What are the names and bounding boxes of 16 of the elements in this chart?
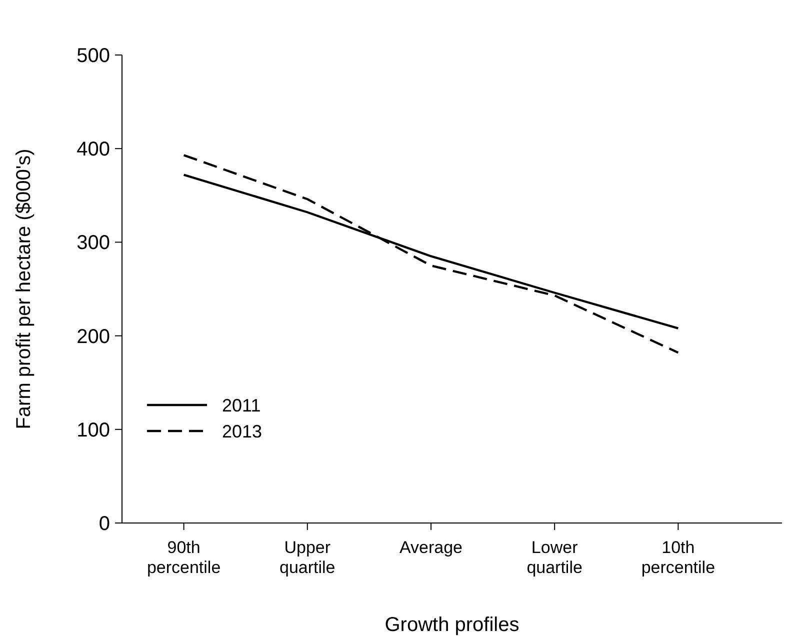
line-series (182, 154, 680, 354)
y-tick-label: 200 (76, 326, 110, 348)
y-tick-label: 500 (76, 45, 110, 67)
y-tick-label: 100 (76, 419, 110, 442)
y-tick-label: 400 (76, 138, 110, 161)
x-axis-title: Growth profiles (384, 614, 520, 636)
legend-label: 2013 (222, 421, 262, 442)
legend-label: 2011 (222, 395, 261, 416)
x-tick-label: Average (399, 538, 462, 557)
x-tick-label: Lower quartile (526, 538, 582, 577)
x-tick-label: 90th percentile (146, 538, 221, 577)
y-tick-label: 0 (98, 513, 110, 535)
x-tick-label: 10th percentile (641, 538, 716, 577)
y-tick-label: 300 (76, 232, 110, 254)
x-tick-label: Upper quartile (280, 538, 336, 577)
y-axis-title: Farm profit per hectare ($000's) (13, 148, 35, 430)
